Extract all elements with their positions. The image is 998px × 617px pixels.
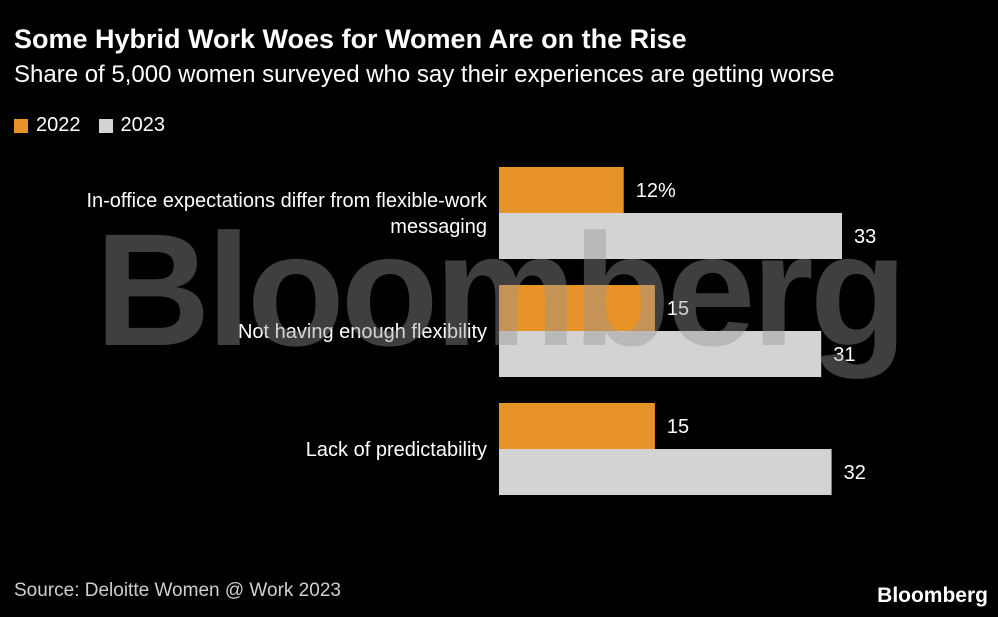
bar-2022-2: [499, 403, 655, 449]
category-label-0-1: messaging: [390, 216, 487, 238]
bloomberg-logo: Bloomberg: [877, 584, 988, 607]
legend-item-2022: 2022: [14, 114, 81, 137]
legend-label-2022: 2022: [36, 114, 81, 136]
data-label-2022-1: 15: [667, 298, 689, 320]
legend-swatch-2022: [14, 118, 28, 133]
data-label-2023-2: 32: [844, 462, 866, 484]
chart-title: Some Hybrid Work Woes for Women Are on t…: [14, 24, 687, 54]
legend-item-2023: 2023: [98, 114, 166, 137]
legend-label-2023: 2023: [120, 114, 166, 136]
bar-2023-0: [499, 213, 842, 259]
bar-2023-2: [499, 449, 832, 495]
legend-swatch-2023: [98, 118, 113, 133]
data-label-2022-0: 12%: [636, 180, 676, 202]
data-label-2022-2: 15: [667, 416, 689, 438]
bar-2023-1: [499, 331, 822, 377]
bar-2022-0: [499, 167, 624, 213]
bar-2022-1: [499, 285, 655, 331]
source-note: Source: Deloitte Women @ Work 2023: [14, 580, 341, 601]
chart-subtitle: Share of 5,000 women surveyed who say th…: [14, 61, 835, 88]
data-label-2023-0: 33: [854, 226, 876, 248]
category-label-2-0: Lack of predictability: [306, 439, 487, 461]
category-label-0-0: In-office expectations differ from flexi…: [86, 190, 488, 212]
data-label-2023-1: 31: [833, 344, 855, 366]
category-label-1-0: Not having enough flexibility: [238, 321, 487, 343]
legend: 2022 2023: [14, 114, 183, 137]
